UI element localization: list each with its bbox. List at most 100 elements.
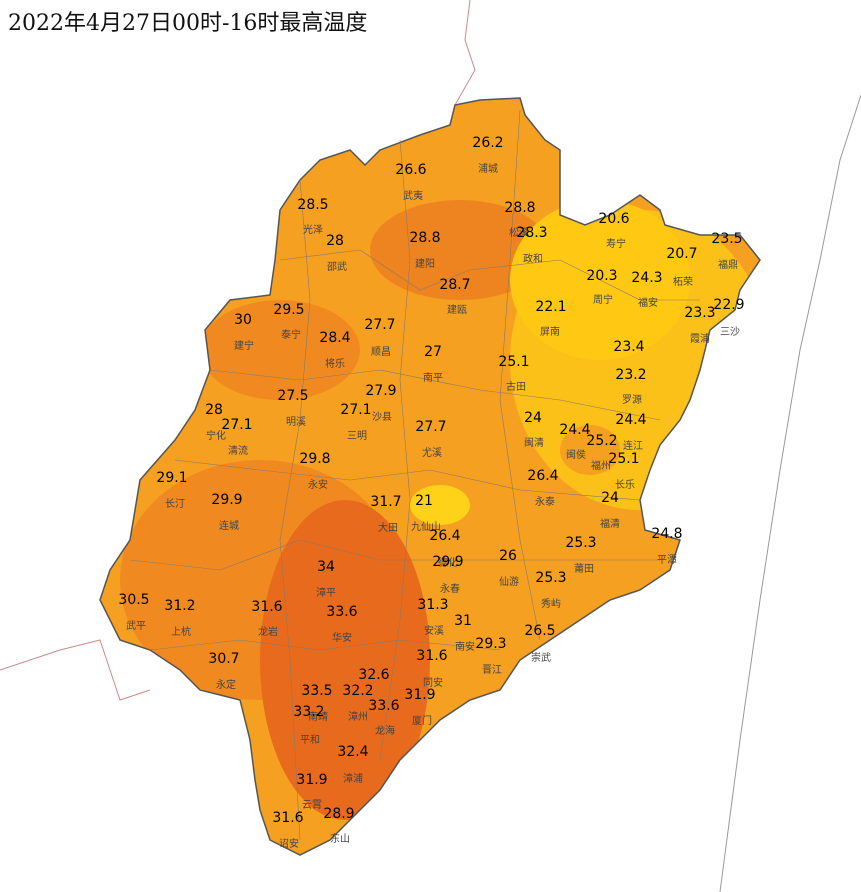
temperature-value: 30.7 bbox=[208, 651, 239, 667]
temperature-value: 25.1 bbox=[608, 451, 639, 467]
place-name: 厦门 bbox=[412, 714, 432, 727]
place-name: 建瓯 bbox=[447, 303, 467, 316]
place-name: 三沙 bbox=[720, 326, 740, 338]
place-name: 安溪 bbox=[424, 624, 444, 637]
border-line bbox=[454, 0, 476, 106]
temperature-value: 27.5 bbox=[277, 388, 308, 404]
place-name: 永春 bbox=[440, 582, 460, 595]
temperature-value: 25.3 bbox=[565, 535, 596, 551]
temperature-value: 26.4 bbox=[527, 468, 558, 484]
place-name: 武平 bbox=[126, 619, 146, 632]
temperature-value: 28.8 bbox=[504, 200, 535, 216]
temperature-value: 24.3 bbox=[631, 270, 662, 286]
field-hot bbox=[260, 500, 430, 820]
temperature-value: 26 bbox=[499, 548, 517, 564]
temperature-value: 31.6 bbox=[416, 648, 447, 664]
temperature-value: 28.3 bbox=[516, 225, 547, 241]
temperature-value: 22.9 bbox=[713, 297, 744, 313]
temperature-value: 24.4 bbox=[559, 422, 590, 438]
temperature-value: 23.3 bbox=[684, 305, 715, 321]
place-name: 东山 bbox=[330, 832, 350, 845]
temperature-value: 28.9 bbox=[323, 806, 354, 822]
place-name: 秀屿 bbox=[541, 598, 561, 610]
place-name: 福安 bbox=[638, 296, 658, 309]
place-name: 仙游 bbox=[499, 575, 519, 588]
temperature-value: 25.3 bbox=[535, 570, 566, 586]
place-name: 闽侯 bbox=[566, 448, 586, 461]
coast-line bbox=[719, 94, 861, 892]
place-name: 建宁 bbox=[234, 339, 254, 352]
place-name: 顺昌 bbox=[371, 346, 391, 358]
place-name: 三明 bbox=[347, 430, 367, 442]
temperature-value: 30.5 bbox=[118, 592, 149, 608]
temperature-value: 27.9 bbox=[365, 383, 396, 399]
place-name: 明溪 bbox=[286, 416, 306, 428]
field-base bbox=[560, 425, 620, 475]
field-warm bbox=[370, 200, 550, 300]
temperature-value: 27.1 bbox=[340, 402, 371, 418]
temperature-value: 20.7 bbox=[666, 246, 697, 262]
place-name: 寿宁 bbox=[606, 237, 626, 250]
place-name: 政和 bbox=[523, 252, 543, 265]
place-name: 永泰 bbox=[535, 495, 555, 508]
temperature-value: 31.7 bbox=[370, 494, 401, 510]
place-name: 永定 bbox=[216, 678, 236, 691]
temperature-value: 28 bbox=[205, 402, 223, 418]
place-name: 将乐 bbox=[325, 358, 345, 370]
place-name: 九仙山 bbox=[411, 520, 441, 533]
temperature-value: 31.9 bbox=[296, 772, 327, 788]
temperature-value: 33.5 bbox=[301, 683, 332, 699]
place-name: 古田 bbox=[506, 380, 526, 393]
place-name: 屏南 bbox=[540, 325, 560, 338]
temperature-value: 23.4 bbox=[613, 339, 644, 355]
temperature-value: 22.1 bbox=[535, 299, 566, 315]
place-name: 永安 bbox=[308, 478, 328, 491]
place-name: 武夷 bbox=[403, 189, 423, 202]
temperature-value: 26.2 bbox=[472, 135, 503, 151]
place-name: 长汀 bbox=[165, 498, 185, 510]
temperature-value: 29.9 bbox=[211, 492, 242, 508]
place-name: 福清 bbox=[600, 517, 620, 530]
temperature-value: 31.6 bbox=[251, 599, 282, 615]
temperature-value: 32.2 bbox=[342, 683, 373, 699]
field-cool bbox=[410, 485, 470, 525]
place-name: 光泽 bbox=[303, 223, 323, 236]
temperature-value: 29.5 bbox=[273, 302, 304, 318]
place-name: 闽清 bbox=[524, 436, 544, 449]
temperature-value: 26.6 bbox=[395, 162, 426, 178]
place-name: 上杭 bbox=[171, 625, 191, 638]
place-name: 连江 bbox=[623, 439, 643, 452]
temperature-value: 28 bbox=[326, 233, 344, 249]
place-name: 福州 bbox=[591, 459, 611, 472]
place-name: 华安 bbox=[332, 631, 352, 644]
field-warm bbox=[200, 300, 360, 400]
county-lines bbox=[129, 109, 700, 841]
place-name: 漳州 bbox=[348, 710, 368, 723]
temperature-value: 29.9 bbox=[432, 554, 463, 570]
temperature-value: 33.2 bbox=[293, 704, 324, 720]
place-name: 连城 bbox=[219, 519, 239, 532]
temperature-value: 28.8 bbox=[409, 230, 440, 246]
place-name: 龙岩 bbox=[258, 625, 278, 638]
place-name: 松溪 bbox=[509, 226, 529, 239]
temperature-value: 31.9 bbox=[404, 687, 435, 703]
map-title: 2022年4月27日00时-16时最高温度 bbox=[8, 11, 367, 36]
temperature-value: 24 bbox=[601, 490, 619, 506]
temperature-value: 28.7 bbox=[439, 277, 470, 293]
place-name: 罗源 bbox=[622, 393, 642, 406]
place-name: 泰宁 bbox=[281, 328, 301, 341]
place-name: 长乐 bbox=[615, 479, 635, 491]
temperature-value: 24 bbox=[524, 410, 542, 426]
place-name: 德化 bbox=[438, 556, 458, 569]
place-name: 龙海 bbox=[375, 724, 395, 737]
temperature-value: 31 bbox=[454, 613, 472, 629]
place-name: 南平 bbox=[423, 371, 443, 384]
place-name: 沙县 bbox=[372, 411, 392, 423]
place-name: 邵武 bbox=[327, 260, 347, 273]
place-name: 晋江 bbox=[482, 664, 502, 676]
temperature-value: 23.5 bbox=[711, 231, 742, 247]
temperature-value: 34 bbox=[317, 559, 335, 575]
temperature-value: 23.2 bbox=[615, 367, 646, 383]
